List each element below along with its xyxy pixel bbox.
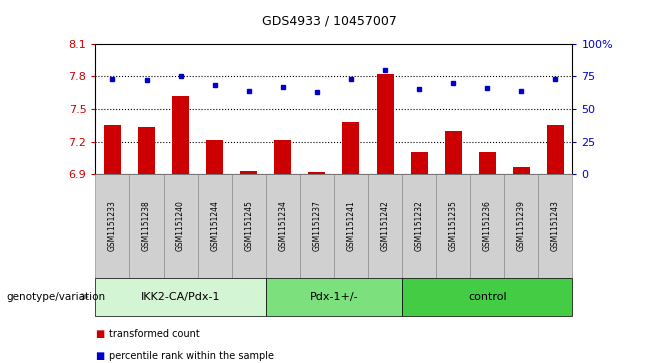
Text: ■: ■ (95, 329, 105, 339)
Text: GSM1151239: GSM1151239 (517, 200, 526, 252)
Text: GSM1151234: GSM1151234 (278, 200, 288, 252)
Bar (104, 125, 121, 174)
Bar (138, 127, 155, 174)
Text: control: control (468, 292, 507, 302)
Text: GSM1151238: GSM1151238 (142, 201, 151, 251)
Text: GSM1151235: GSM1151235 (449, 200, 458, 252)
Bar (309, 172, 326, 174)
Text: GSM1151233: GSM1151233 (108, 200, 117, 252)
Text: GSM1151241: GSM1151241 (347, 201, 355, 251)
Bar (547, 125, 564, 174)
Text: GSM1151242: GSM1151242 (380, 201, 390, 251)
Text: genotype/variation: genotype/variation (7, 292, 106, 302)
Bar (342, 122, 359, 174)
Bar (445, 131, 462, 174)
Text: GSM1151236: GSM1151236 (483, 200, 492, 252)
Text: IKK2-CA/Pdx-1: IKK2-CA/Pdx-1 (141, 292, 220, 302)
Bar (513, 167, 530, 174)
Text: GSM1151244: GSM1151244 (210, 200, 219, 252)
Text: percentile rank within the sample: percentile rank within the sample (109, 351, 274, 361)
Text: GSM1151243: GSM1151243 (551, 200, 560, 252)
Text: ■: ■ (95, 351, 105, 361)
Bar (274, 140, 291, 174)
Text: Pdx-1+/-: Pdx-1+/- (310, 292, 358, 302)
Bar (172, 96, 189, 174)
Text: transformed count: transformed count (109, 329, 199, 339)
Text: GSM1151237: GSM1151237 (313, 200, 321, 252)
Bar (479, 152, 495, 174)
Bar (376, 74, 393, 174)
Text: GSM1151232: GSM1151232 (415, 201, 424, 251)
Bar (411, 152, 428, 174)
Text: GSM1151245: GSM1151245 (244, 200, 253, 252)
Text: GSM1151240: GSM1151240 (176, 200, 185, 252)
Bar (206, 140, 223, 174)
Text: GDS4933 / 10457007: GDS4933 / 10457007 (262, 15, 396, 28)
Bar (240, 171, 257, 174)
